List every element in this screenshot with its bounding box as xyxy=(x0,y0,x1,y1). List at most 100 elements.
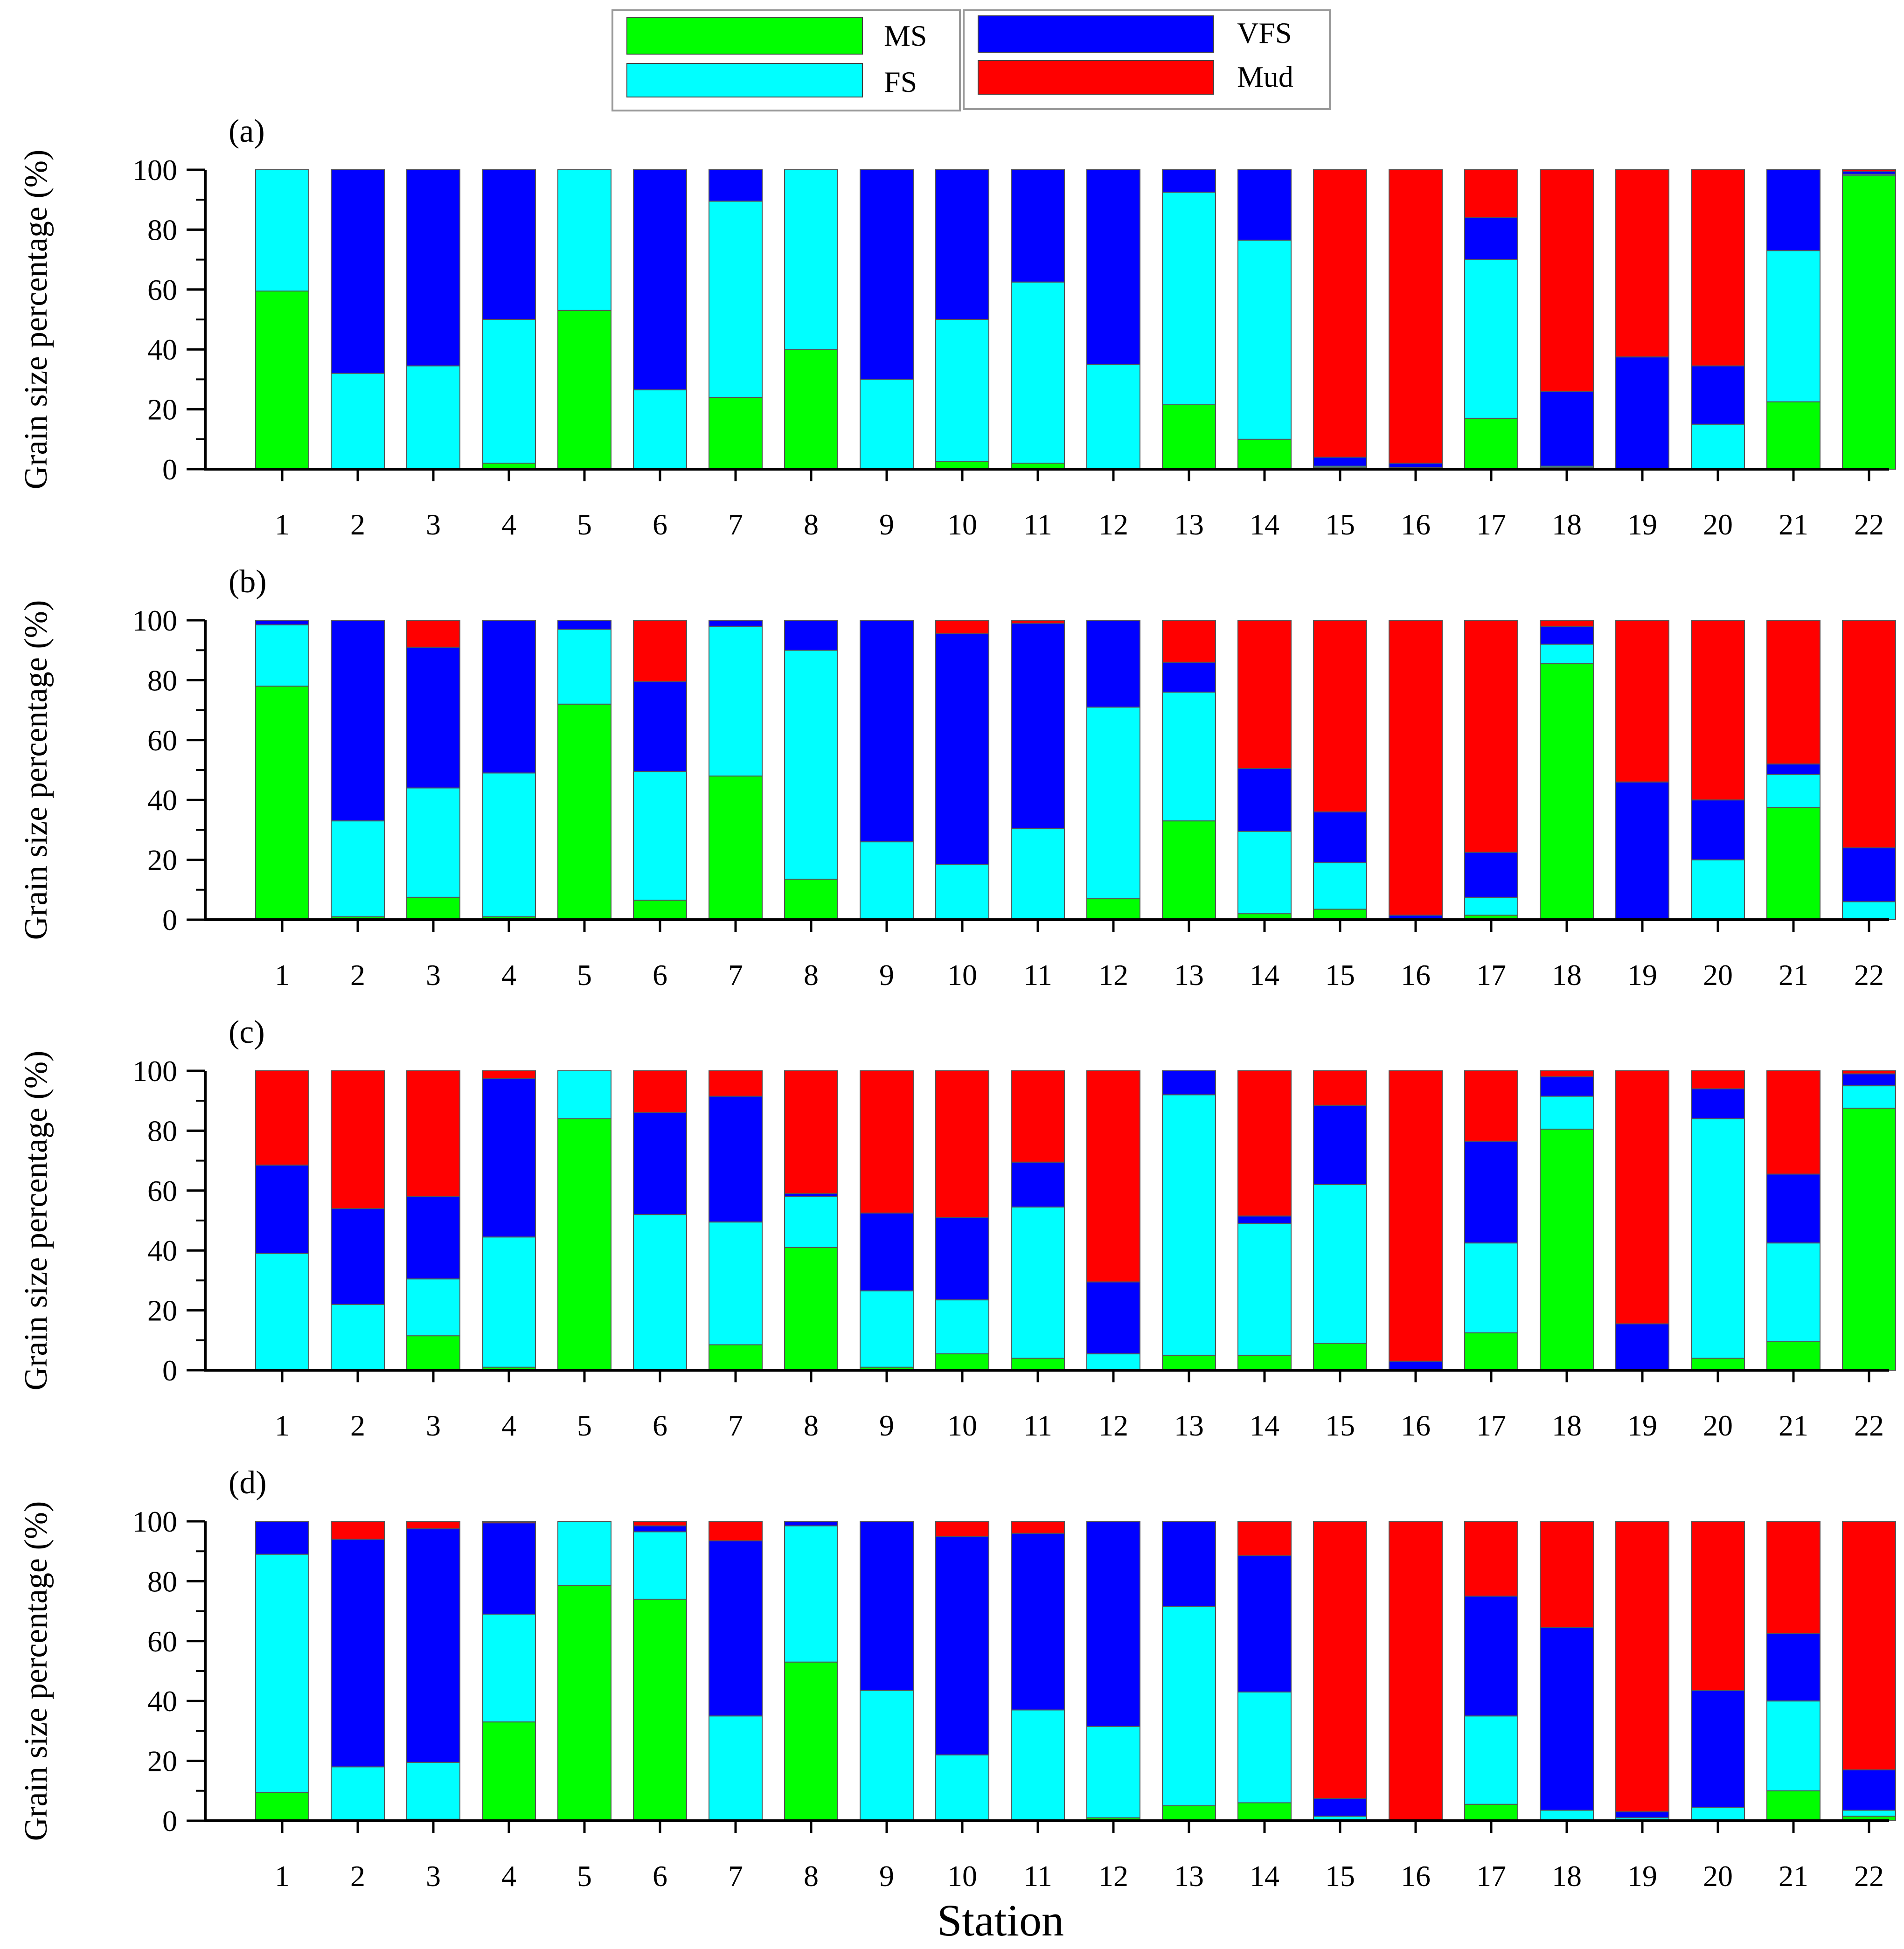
legend-label-vfs: VFS xyxy=(1237,16,1292,49)
bar-mud-station-17 xyxy=(1464,169,1518,218)
bar-ms-station-15 xyxy=(1313,909,1367,921)
bar-fs-station-20 xyxy=(1691,1118,1745,1359)
x-tick-label-22: 22 xyxy=(1854,508,1884,541)
x-tick-label-16: 16 xyxy=(1401,958,1431,992)
bar-vfs-station-19 xyxy=(1615,356,1669,470)
bar-ms-station-22 xyxy=(1842,1108,1896,1371)
x-tick-label-13: 13 xyxy=(1174,1409,1204,1442)
x-tick-label-15: 15 xyxy=(1325,508,1355,541)
bar-mud-station-18 xyxy=(1540,1070,1594,1077)
y-tick-label-0: 0 xyxy=(162,903,177,936)
bar-ms-station-6 xyxy=(633,1598,687,1821)
bar-vfs-station-21 xyxy=(1766,763,1821,775)
bar-ms-station-8 xyxy=(784,1661,838,1821)
bar-vfs-station-12 xyxy=(1086,1281,1140,1354)
x-tick-label-5: 5 xyxy=(577,1859,592,1893)
bar-vfs-station-21 xyxy=(1766,169,1821,251)
bar-mud-station-21 xyxy=(1766,620,1821,765)
bar-fs-station-2 xyxy=(331,1766,385,1821)
y-tick-label-0: 0 xyxy=(162,1804,177,1838)
x-tick-label-19: 19 xyxy=(1627,508,1657,541)
bar-mud-station-17 xyxy=(1464,1070,1518,1142)
bar-mud-station-15 xyxy=(1313,620,1367,812)
bar-mud-station-14 xyxy=(1237,1070,1292,1217)
x-tick-label-9: 9 xyxy=(879,508,894,541)
bar-vfs-station-15 xyxy=(1313,811,1367,864)
panel-a: (a)Grain size percentage (%)1 2 3 4 5 6 7 8 9 10 1… xyxy=(18,113,1896,541)
bar-ms-station-3 xyxy=(406,1335,460,1371)
bar-ms-station-5 xyxy=(557,703,612,920)
x-tick-label-4: 4 xyxy=(501,1859,516,1893)
bar-mud-station-19 xyxy=(1615,1521,1669,1812)
bar-fs-station-14 xyxy=(1237,1223,1292,1356)
x-tick-label-10: 10 xyxy=(947,1409,977,1442)
bar-vfs-station-1 xyxy=(255,620,309,625)
bar-vfs-station-14 xyxy=(1237,768,1292,832)
bar-mud-station-7 xyxy=(709,1070,763,1097)
bar-mud-station-19 xyxy=(1615,620,1669,783)
bar-fs-station-5 xyxy=(557,1521,612,1587)
bar-ms-station-3 xyxy=(406,896,460,920)
bar-fs-station-21 xyxy=(1766,1242,1821,1343)
bar-fs-station-17 xyxy=(1464,259,1518,419)
bar-mud-station-4 xyxy=(482,1521,536,1524)
bar-vfs-station-13 xyxy=(1162,169,1216,193)
bar-fs-station-12 xyxy=(1086,1353,1140,1371)
bar-fs-station-9 xyxy=(860,379,914,470)
x-tick-label-3: 3 xyxy=(426,1409,441,1442)
bar-mud-station-18 xyxy=(1540,169,1594,392)
x-tick-label-18: 18 xyxy=(1552,508,1582,541)
x-tick-label-8: 8 xyxy=(804,1859,819,1893)
x-tick-label-17: 17 xyxy=(1476,1859,1506,1893)
bar-vfs-station-6 xyxy=(633,1525,687,1533)
bar-fs-station-18 xyxy=(1540,1810,1594,1822)
x-tick-label-4: 4 xyxy=(501,958,516,992)
x-tick-label-13: 13 xyxy=(1174,508,1204,541)
bar-fs-station-7 xyxy=(709,625,763,777)
x-tick-label-12: 12 xyxy=(1098,1409,1128,1442)
bar-mud-station-14 xyxy=(1237,620,1292,769)
bar-vfs-station-3 xyxy=(406,169,460,367)
bar-fs-station-17 xyxy=(1464,896,1518,916)
bar-vfs-station-2 xyxy=(331,620,385,822)
bar-fs-station-12 xyxy=(1086,707,1140,900)
bar-fs-station-6 xyxy=(633,771,687,901)
y-axis-title: Grain size percentage (%) xyxy=(18,1501,54,1841)
bar-mud-station-18 xyxy=(1540,620,1594,627)
x-tick-label-11: 11 xyxy=(1023,1859,1052,1893)
x-tick-label-19: 19 xyxy=(1627,958,1657,992)
x-tick-label-14: 14 xyxy=(1250,508,1279,541)
bar-vfs-station-10 xyxy=(935,1217,989,1301)
bar-vfs-station-18 xyxy=(1540,1627,1594,1811)
panel-label: (b) xyxy=(229,564,267,600)
x-tick-label-7: 7 xyxy=(728,958,743,992)
bar-mud-station-12 xyxy=(1086,1070,1140,1283)
bar-vfs-station-9 xyxy=(860,1521,914,1691)
bar-fs-station-4 xyxy=(482,319,536,464)
x-tick-label-22: 22 xyxy=(1854,1859,1884,1893)
x-tick-label-20: 20 xyxy=(1703,958,1733,992)
bar-ms-station-1 xyxy=(255,291,309,470)
x-tick-label-16: 16 xyxy=(1401,1409,1431,1442)
x-tick-label-19: 19 xyxy=(1627,1859,1657,1893)
x-tick-label-21: 21 xyxy=(1779,958,1808,992)
x-tick-label-7: 7 xyxy=(728,1409,743,1442)
bar-mud-station-2 xyxy=(331,1521,385,1540)
bar-fs-station-3 xyxy=(406,1762,460,1820)
x-tick-label-20: 20 xyxy=(1703,508,1733,541)
bar-ms-station-7 xyxy=(709,396,763,470)
y-tick-label-60: 60 xyxy=(147,1174,177,1207)
x-tick-label-16: 16 xyxy=(1401,508,1431,541)
y-axis-title: Grain size percentage (%) xyxy=(18,150,54,490)
bar-fs-station-1 xyxy=(255,1554,309,1793)
bar-vfs-station-20 xyxy=(1691,1088,1745,1119)
x-tick-label-6: 6 xyxy=(653,1859,667,1893)
bar-vfs-station-18 xyxy=(1540,391,1594,467)
bar-ms-station-6 xyxy=(633,900,687,921)
y-tick-label-80: 80 xyxy=(147,664,177,697)
bar-vfs-station-11 xyxy=(1011,1533,1065,1711)
bar-fs-station-22 xyxy=(1842,1085,1896,1109)
bar-mud-station-17 xyxy=(1464,1521,1518,1597)
x-tick-label-8: 8 xyxy=(804,1409,819,1442)
bar-vfs-station-17 xyxy=(1464,1140,1518,1244)
